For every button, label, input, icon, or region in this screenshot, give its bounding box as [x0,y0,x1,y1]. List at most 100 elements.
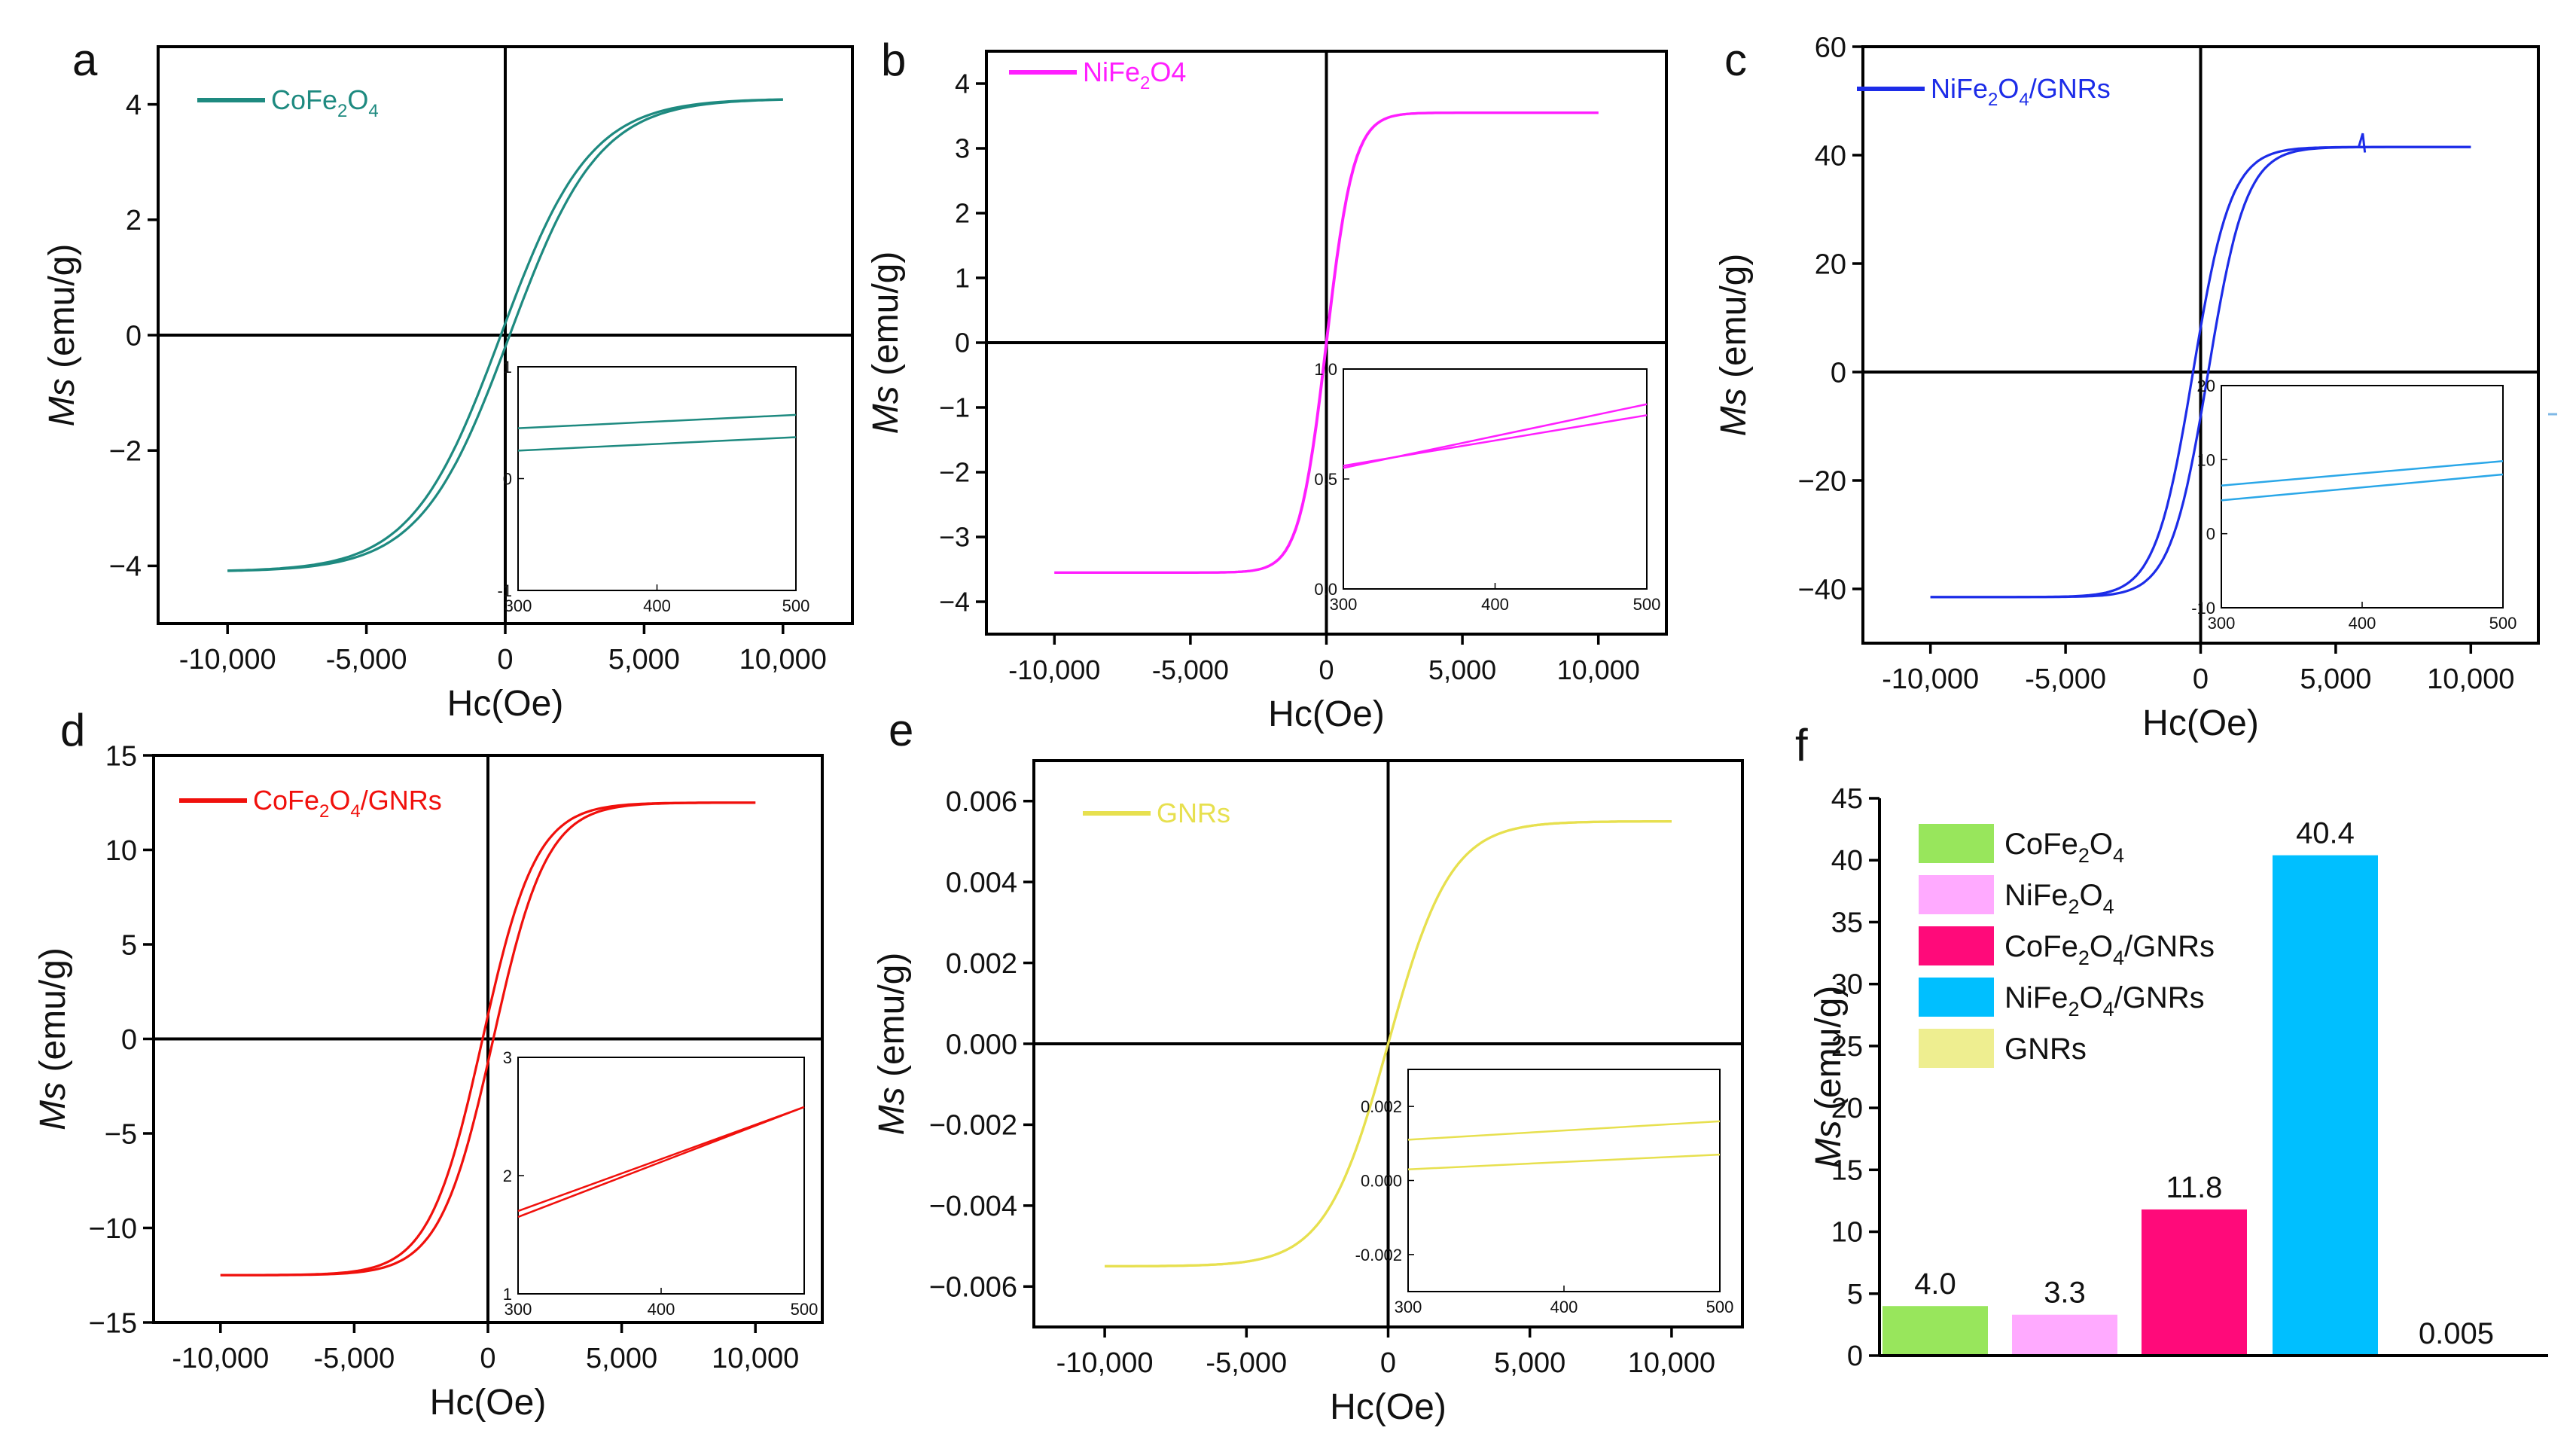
y-tick-label: 0 [126,320,142,352]
inset-x-tick-label: 300 [2208,614,2236,633]
curve-branch-ascending [1930,145,2471,599]
inset-frame [1343,368,1648,590]
y-tick-label: 0.006 [946,786,1017,818]
y-tick-label: 4 [126,90,142,121]
y-tick-label: 3 [955,133,970,164]
y-axis-label: Ms (emu/g) [866,252,906,435]
y-tick-label: −5 [105,1118,137,1150]
inset-x-tick-label: 300 [1330,595,1358,614]
y-tick-label: 4 [955,69,970,99]
y-tick-label: 0 [1831,357,1846,389]
y-tick-label: −20 [1798,465,1846,497]
curve-branch-ascending [1054,111,1599,574]
legend-swatch [1919,1029,1994,1068]
y-tick-label: 0 [1847,1341,1863,1372]
y-axis-label: Ms (emu/g) [872,953,912,1136]
x-tick-label: 0 [1380,1347,1396,1379]
inset-line [2221,460,2504,487]
x-axis-label: Hc(Oe) [447,684,564,724]
y-tick-label: 10 [1831,1217,1863,1249]
bar-value-label: 40.4 [2296,817,2355,850]
curve-branch-ascending [220,801,756,1277]
inset: 300 400 500 -1 0 1 [497,358,809,615]
panel-b: b -10,000 -5,000 0 5,000 10,000 −4 −3 −2 −1 0 1 2 3 4 H… [866,35,1668,734]
x-tick-label: 0 [1318,654,1334,685]
x-axis-label: Hc(Oe) [1330,1387,1447,1427]
inset-line [1407,1153,1721,1170]
inset-line [517,413,797,429]
legend-label: NiFe2O4/GNRs [1931,73,2111,110]
inset-x-tick-label: 500 [2489,614,2517,633]
bar-2 [2012,1314,2117,1356]
inset-x-tick-label: 300 [505,596,532,615]
x-tick-label: 10,000 [739,644,827,676]
inset-frame [517,366,797,591]
legend-label: NiFe2O4/GNRs [2004,981,2205,1020]
y-tick-label: 45 [1831,783,1863,815]
x-tick-label: 5,000 [586,1343,657,1374]
x-axis-label: Hc(Oe) [1268,694,1385,734]
inset-x-tick-label: 400 [1481,595,1509,614]
legend-label: GNRs [1157,798,1230,828]
inset-y-tick-label: 1 [503,358,512,377]
legend-label: NiFe2O4 [2004,879,2114,918]
y-tick-label: −40 [1798,574,1846,605]
y-tick-label: 0.002 [946,948,1017,980]
inset: 300 400 500 1 2 3 [503,1048,819,1319]
legend-label: CoFe2O4/GNRs [253,785,442,822]
y-tick-label: 60 [1815,32,1846,63]
inset-y-tick-label: -10 [2191,599,2215,618]
x-tick-label: 5,000 [2300,663,2371,695]
inset-line [1407,1120,1721,1141]
bar-value-label: 0.005 [2419,1317,2494,1350]
y-tick-label: 0 [121,1024,137,1056]
y-tick-label: 20 [1815,249,1846,280]
y-tick-label: −0.004 [929,1191,1017,1222]
curve-branch-ascending [227,98,783,572]
inset-x-tick-label: 400 [2349,614,2376,633]
hysteresis-curve [227,98,783,572]
inset-x-tick-label: 500 [1706,1298,1734,1316]
inset: 300 400 500 -0.002 0.000 0.002 [1355,1069,1734,1316]
y-tick-label: −10 [89,1213,137,1245]
x-tick-label: 0 [2193,663,2209,695]
inset-x-tick-label: 500 [791,1300,819,1319]
inset-y-tick-label: -0.002 [1355,1246,1402,1264]
panel-letter: a [72,35,98,85]
curve-branch-ascending [1105,820,1672,1267]
inset-y-tick-label: 0.002 [1361,1097,1402,1116]
y-tick-label: −0.002 [929,1110,1017,1142]
x-tick-label: -10,000 [1056,1347,1154,1379]
bar-1 [1882,1306,1988,1356]
y-tick-label: 5 [1847,1279,1863,1310]
legend-swatch [1919,978,1994,1017]
panel-e: e -10,000 -5,000 0 5,000 10,000 −0.006 −0.004 −0… [872,705,1744,1427]
bar-value-label: 3.3 [2044,1277,2086,1310]
x-tick-label: -5,000 [314,1343,395,1374]
panel-a: a -10,000 -5,000 0 5,000 10,000 −4 −2 0 2 4 Hc(Oe) M… [42,35,854,724]
x-tick-label: -10,000 [172,1343,269,1374]
x-tick-label: 10,000 [1557,654,1640,685]
x-tick-label: -10,000 [179,644,276,676]
hysteresis-curve [1930,133,2471,599]
x-tick-label: -5,000 [1152,654,1229,685]
bar-4 [2273,855,2378,1356]
y-tick-label: 0.004 [946,867,1017,898]
inset-y-tick-label: 0.5 [1314,470,1337,489]
y-tick-label: −1 [939,392,970,423]
legend-label: CoFe2O4/GNRs [2004,930,2215,969]
legend-swatch [1919,824,1994,863]
x-tick-label: 10,000 [2427,663,2514,695]
inset-x-tick-label: 400 [1550,1298,1578,1316]
x-tick-label: -5,000 [2025,663,2106,695]
panel-letter: e [889,705,913,755]
curve-spike [2357,133,2367,153]
inset-x-tick-label: 300 [505,1300,532,1319]
x-tick-label: 0 [480,1343,495,1374]
x-tick-label: -10,000 [1008,654,1100,685]
panel-letter: d [60,705,85,755]
y-tick-label: 15 [105,740,137,772]
y-tick-label: −3 [939,522,970,553]
y-tick-label: 2 [955,198,970,229]
legend-swatch [1919,926,1994,965]
